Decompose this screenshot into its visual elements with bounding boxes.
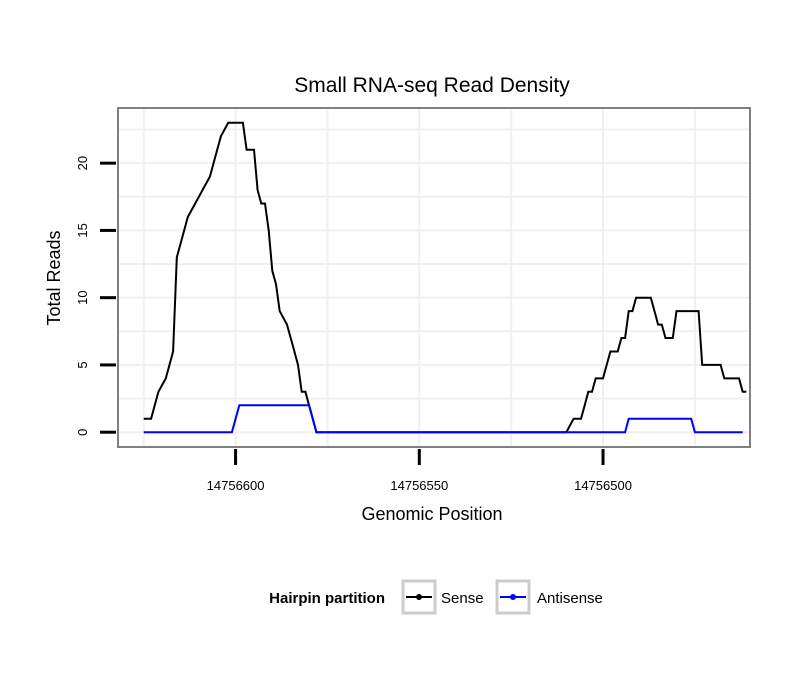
legend-key-antisense-marker [510,594,516,600]
y-axis: 0 5 10 15 20 [75,156,116,436]
series-line-sense [143,121,747,434]
y-axis-label: Total Reads [44,230,64,325]
y-tick-label: 5 [75,361,90,368]
chart-title: Small RNA-seq Read Density [294,74,570,97]
legend-key-sense-marker [416,594,422,600]
x-tick-label: 14756550 [390,478,448,493]
series-layer [143,121,747,434]
x-axis-label: Genomic Position [361,504,502,524]
legend: Hairpin partition Sense Antisense [269,579,603,615]
legend-item-antisense[interactable]: Antisense [495,579,603,615]
y-tick-label: 15 [75,223,90,237]
y-tick-label: 0 [75,429,90,436]
x-tick-label: 14756500 [574,478,632,493]
legend-title: Hairpin partition [269,590,385,607]
x-tick-label: 14756600 [207,478,265,493]
legend-label-sense: Sense [441,590,484,607]
grid [118,108,750,447]
x-axis: 14756600 14756550 14756500 [207,449,632,493]
legend-item-sense[interactable]: Sense [401,579,484,615]
y-tick-label: 20 [75,156,90,170]
plot-panel [117,107,751,448]
series-line-antisense [143,404,743,434]
y-tick-label: 10 [75,290,90,304]
legend-label-antisense: Antisense [537,590,603,607]
